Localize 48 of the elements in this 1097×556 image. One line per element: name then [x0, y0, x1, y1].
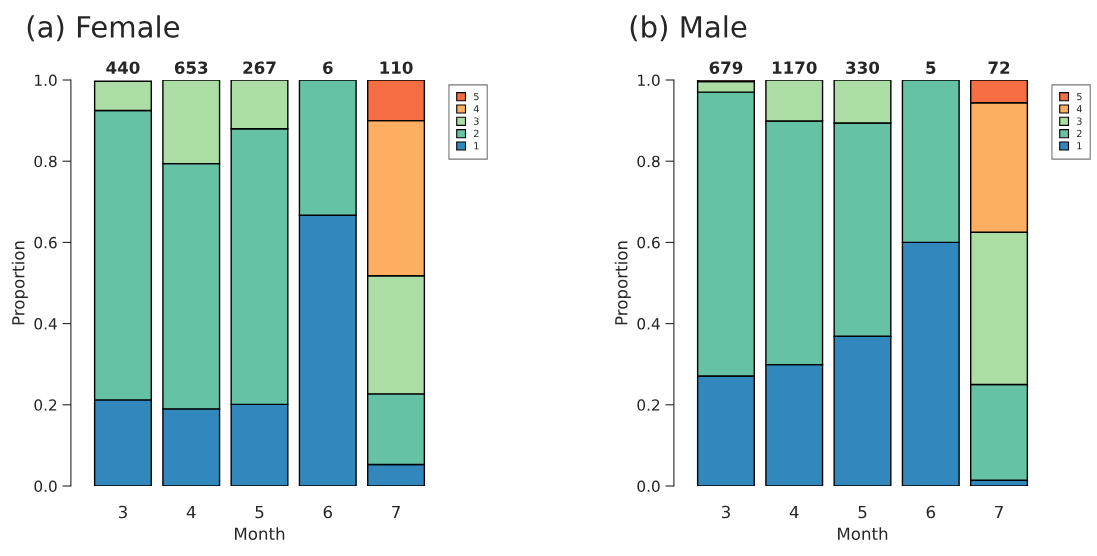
- legend-label: 2: [1076, 129, 1082, 138]
- y-tick-label: 0.2: [637, 399, 660, 411]
- annotation: 330: [846, 61, 880, 74]
- y-tick-label: 1.0: [638, 74, 660, 87]
- x-tick-label: 5: [255, 505, 264, 519]
- y-tick-label: 0.8: [34, 155, 57, 168]
- chart-title: (b) Male: [630, 15, 747, 42]
- x-tick-label: 6: [926, 505, 936, 519]
- y-tick-label: 0.0: [34, 480, 57, 493]
- x-tick-label: 6: [323, 505, 333, 519]
- legend-label: 3: [474, 117, 479, 125]
- y-tick-label: 0.4: [34, 318, 57, 330]
- annotation: 440: [106, 61, 140, 74]
- annotation: 72: [988, 61, 1010, 74]
- y-axis-title: Proportion: [614, 241, 631, 325]
- x-tick-label: 5: [858, 505, 867, 519]
- y-tick-label: 0.4: [637, 318, 660, 330]
- legend-label: 1: [1077, 142, 1082, 150]
- y-axis-title: Proportion: [11, 241, 28, 325]
- legend-label: 5: [474, 92, 479, 101]
- legend-label: 4: [1076, 105, 1082, 113]
- legend-label: 4: [473, 105, 479, 113]
- y-tick-label: 0.8: [637, 155, 660, 168]
- chart-title: (a) Female: [27, 15, 179, 42]
- x-axis-title: Month: [235, 527, 285, 541]
- annotation: 679: [709, 61, 743, 74]
- annotation: 653: [174, 61, 208, 74]
- y-tick-label: 0.6: [34, 236, 57, 249]
- annotation: 6: [323, 61, 333, 74]
- annotation: 5: [926, 61, 936, 74]
- annotation: 1170: [772, 61, 817, 74]
- x-tick-label: 3: [118, 505, 127, 519]
- y-tick-label: 0.6: [637, 236, 660, 249]
- annotation: 267: [243, 61, 276, 74]
- x-tick-label: 3: [721, 505, 730, 519]
- legend-label: 5: [1077, 92, 1082, 101]
- legend-label: 3: [1077, 117, 1082, 125]
- y-tick-label: 0.2: [34, 399, 57, 411]
- x-axis-title: Month: [838, 527, 888, 541]
- y-tick-label: 1.0: [35, 74, 57, 87]
- x-tick-label: 7: [392, 505, 400, 519]
- legend-label: 1: [474, 142, 479, 150]
- annotation: 110: [380, 61, 413, 74]
- y-tick-label: 0.0: [637, 480, 660, 493]
- x-tick-label: 7: [995, 505, 1003, 519]
- x-tick-label: 4: [186, 505, 196, 519]
- x-tick-label: 4: [789, 505, 799, 519]
- legend-label: 2: [473, 129, 479, 138]
